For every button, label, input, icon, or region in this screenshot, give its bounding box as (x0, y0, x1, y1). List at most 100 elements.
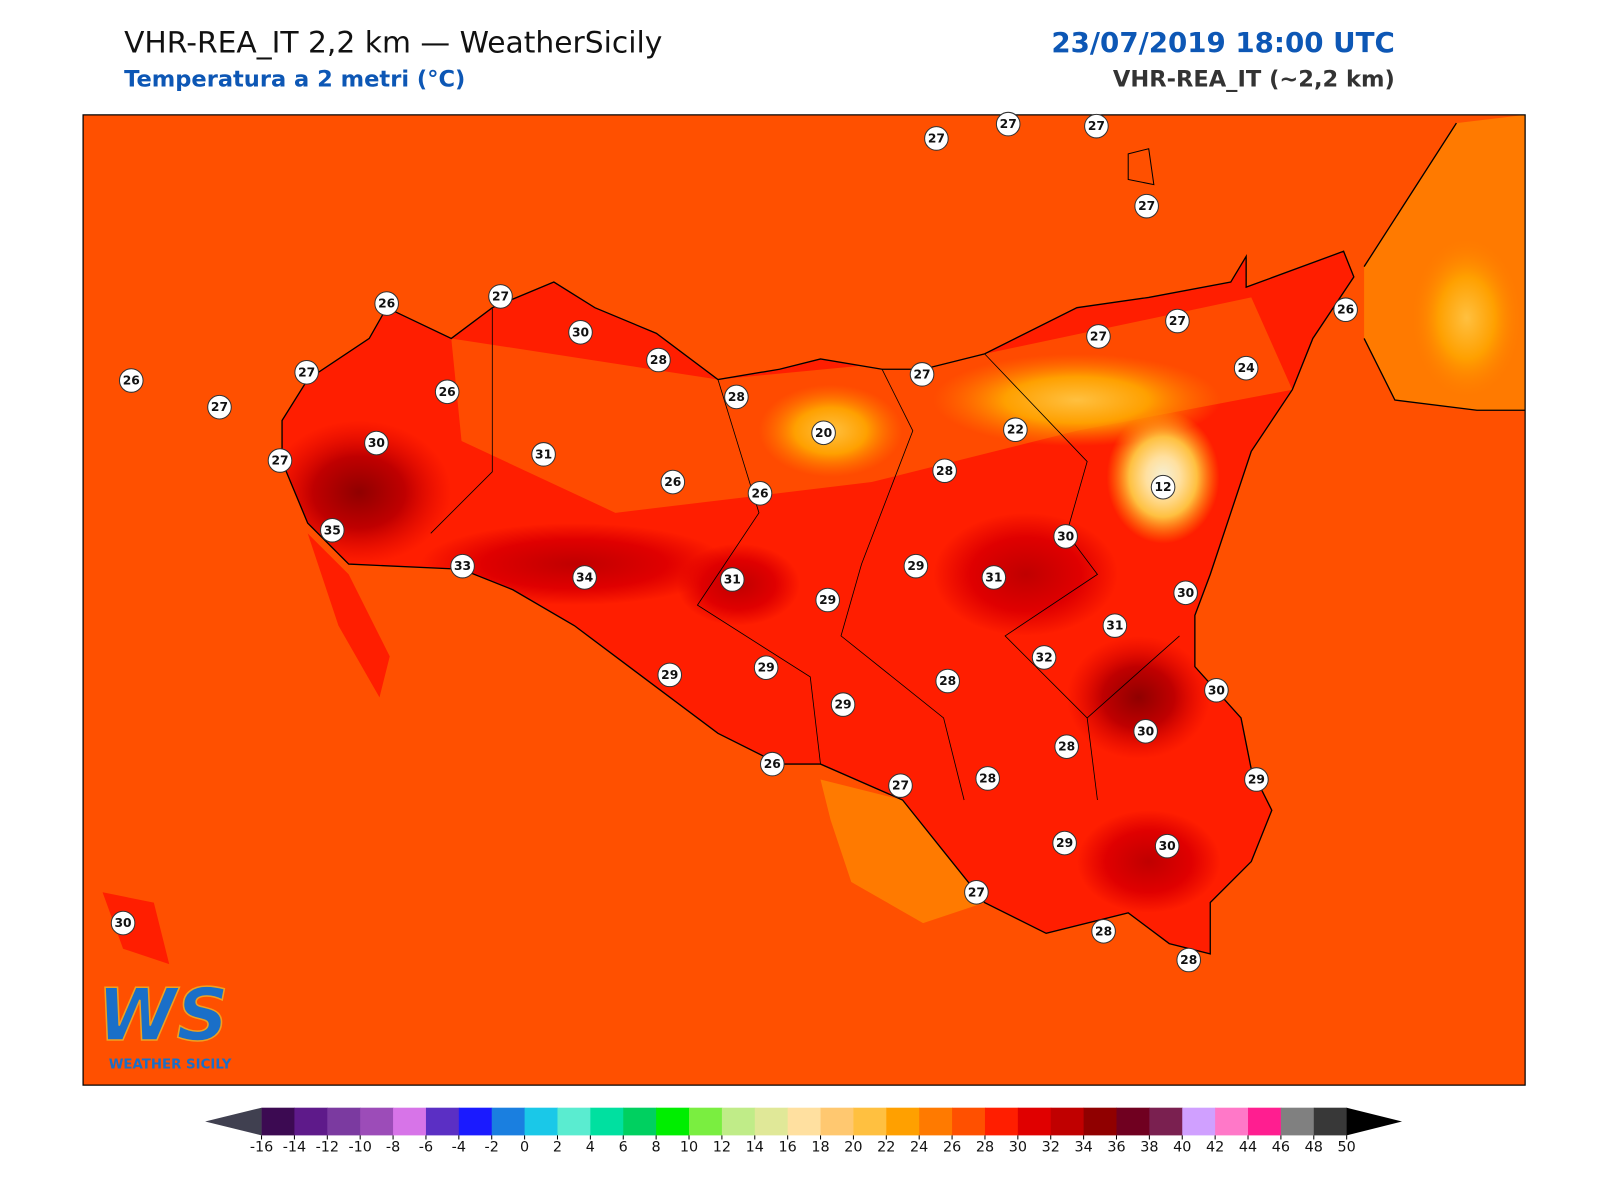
station-marker (1154, 833, 1180, 859)
station-value: 28 (650, 353, 667, 367)
colorbar-cell (1050, 1107, 1085, 1136)
station-marker (830, 692, 856, 717)
station-value: 31 (535, 447, 552, 461)
station-marker (319, 517, 345, 543)
colorbar-tick-label: 18 (811, 1140, 829, 1156)
station-marker (935, 668, 960, 694)
station-marker (1053, 524, 1078, 549)
station: 29 (753, 655, 779, 680)
colorbar-cell (1248, 1107, 1282, 1136)
colorbar-tick-label: 50 (1338, 1140, 1356, 1156)
station-value: 29 (819, 593, 836, 607)
station-value: 27 (968, 885, 985, 899)
logo: WS WEATHER SICILY (97, 972, 232, 1073)
station-value: 31 (1106, 619, 1123, 633)
station-marker (1003, 417, 1028, 443)
station: 27 (888, 773, 913, 798)
subtitle: Temperatura a 2 metri (°C) (124, 67, 465, 93)
colorbar-tick-label: 36 (1107, 1140, 1125, 1156)
station-value: 29 (758, 661, 775, 675)
station: 29 (1244, 767, 1269, 792)
station: 26 (374, 291, 399, 316)
station-marker (1052, 830, 1077, 856)
station-value: 34 (576, 570, 593, 584)
station-marker (374, 291, 399, 316)
colorbar-cell (656, 1107, 690, 1136)
warm-area (307, 533, 390, 698)
station-marker (1091, 918, 1116, 944)
station-marker (434, 379, 460, 405)
warm-area (820, 779, 985, 924)
colorbar-cell (1017, 1107, 1052, 1136)
station-marker (975, 766, 1000, 791)
colorbar-cell (557, 1107, 591, 1136)
map-frame (82, 114, 1526, 1086)
colorbar-tick-label: 32 (1042, 1140, 1060, 1156)
station-marker (364, 430, 389, 456)
station-value: 30 (1159, 839, 1176, 853)
station: 27 (1086, 324, 1111, 349)
station: 28 (1054, 734, 1079, 759)
station-marker (1233, 355, 1259, 381)
colorbar-cell (1215, 1107, 1249, 1136)
station: 29 (903, 553, 929, 579)
station: 29 (1052, 830, 1077, 856)
colorbar: -16 -14 -12 -10 -8 -6 -4 -2 0 2 4 6 8 10 12 14 16 18 20 22 2… (205, 1107, 1403, 1156)
station: 26 (434, 379, 460, 405)
station: 28 (646, 347, 671, 373)
station-marker (753, 655, 779, 680)
colorbar-cell (1116, 1107, 1150, 1136)
station-marker (294, 359, 319, 385)
colorbar-cell (590, 1107, 624, 1136)
station-marker (572, 565, 597, 590)
station: 28 (975, 766, 1000, 791)
logo-subtitle: WEATHER SICILY (109, 1058, 232, 1073)
station-value: 29 (907, 559, 924, 573)
station: 33 (450, 553, 475, 579)
station-marker (1084, 113, 1109, 139)
station-value: 27 (892, 779, 909, 793)
colorbar-cell (393, 1107, 427, 1136)
colorbar-cell (261, 1107, 295, 1136)
station-marker (657, 662, 683, 688)
station-value: 20 (815, 426, 832, 440)
station-value: 27 (211, 400, 228, 414)
colorbar-tick-label: -16 (250, 1140, 273, 1156)
station-marker (488, 284, 513, 309)
hot-area (1076, 810, 1221, 913)
colorbar-tick-label: 14 (746, 1140, 764, 1156)
colorbar-tick-label: -6 (419, 1140, 433, 1156)
title: VHR-REA_IT 2,2 km — WeatherSicily (124, 26, 662, 61)
station: 30 (568, 319, 593, 345)
station-marker (1102, 613, 1128, 638)
station-value: 28 (728, 390, 745, 404)
station-value: 30 (115, 916, 132, 930)
station: 22 (1003, 417, 1028, 443)
station-value: 27 (1088, 119, 1105, 133)
station-value: 27 (492, 289, 509, 303)
station-marker (1134, 193, 1159, 219)
station: 35 (319, 517, 345, 543)
station-marker (747, 481, 773, 506)
colorbar-tick-label: -8 (386, 1140, 400, 1156)
colorbar-cell (327, 1107, 361, 1136)
station-marker (1133, 718, 1158, 744)
station: 28 (935, 668, 960, 694)
station-value: 26 (123, 374, 140, 388)
station: 29 (830, 692, 856, 717)
colorbar-cell (689, 1107, 723, 1136)
station-marker (903, 553, 929, 579)
station: 27 (1165, 308, 1190, 334)
station: 27 (924, 126, 949, 151)
station-value: 26 (751, 486, 768, 500)
map (83, 114, 1526, 1086)
station-value: 28 (939, 674, 956, 688)
station-value: 29 (1056, 836, 1073, 850)
station-value: 27 (1138, 199, 1155, 213)
station-marker (110, 910, 136, 936)
station-marker (760, 751, 785, 777)
station-value: 22 (1007, 423, 1024, 437)
colorbar-tick-label: -14 (283, 1140, 306, 1156)
station-value: 30 (572, 325, 589, 339)
